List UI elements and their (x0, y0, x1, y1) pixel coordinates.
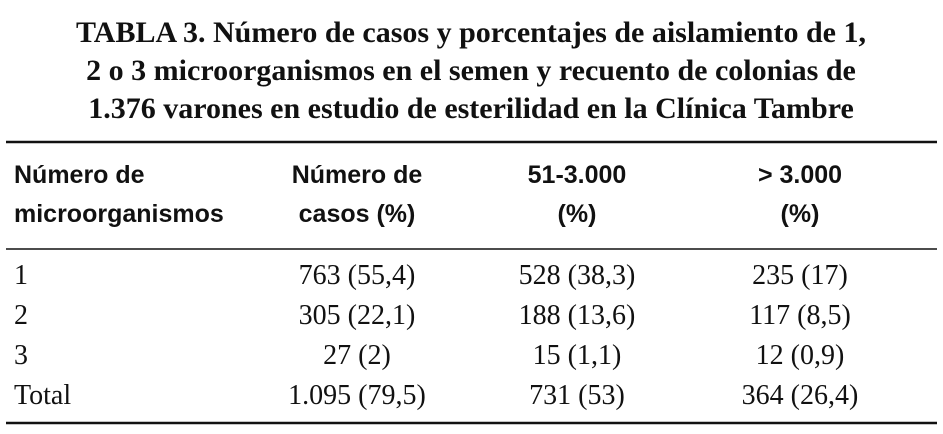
table-cell: Total (14, 380, 71, 411)
table-cell: 364 (26,4) (742, 380, 859, 411)
table-cell: 235 (17) (752, 260, 848, 291)
table-cell: 1 (14, 260, 28, 291)
table-cell: 1.095 (79,5) (288, 380, 426, 411)
title-line: TABLA 3. Número de casos y porcentajes d… (76, 16, 866, 49)
table-cell: 12 (0,9) (756, 340, 845, 371)
table-cell: 305 (22,1) (299, 300, 416, 331)
header-cell: Número de (14, 161, 145, 189)
table-cell: 27 (2) (323, 340, 391, 371)
title-line: 2 o 3 microorganismos en el semen y recu… (86, 54, 856, 87)
header-cell: > 3.000 (758, 161, 842, 189)
table-cell: 731 (53) (529, 380, 625, 411)
table-cell: 117 (8,5) (749, 300, 851, 331)
header-cell: casos (%) (299, 200, 416, 228)
header-cell: (%) (781, 200, 820, 228)
table-cell: 188 (13,6) (519, 300, 636, 331)
title-line: 1.376 varones en estudio de esterilidad … (88, 92, 854, 125)
header-cell: 51-3.000 (528, 161, 627, 189)
table-cell: 15 (1,1) (533, 340, 622, 371)
table-cell: 763 (55,4) (299, 260, 416, 291)
table-cell: 3 (14, 340, 28, 371)
table-cell: 2 (14, 300, 28, 331)
header-cell: microorganismos (14, 200, 224, 228)
header-cell: Número de (292, 161, 423, 189)
header-cell: (%) (558, 200, 597, 228)
table-cell: 528 (38,3) (519, 260, 636, 291)
